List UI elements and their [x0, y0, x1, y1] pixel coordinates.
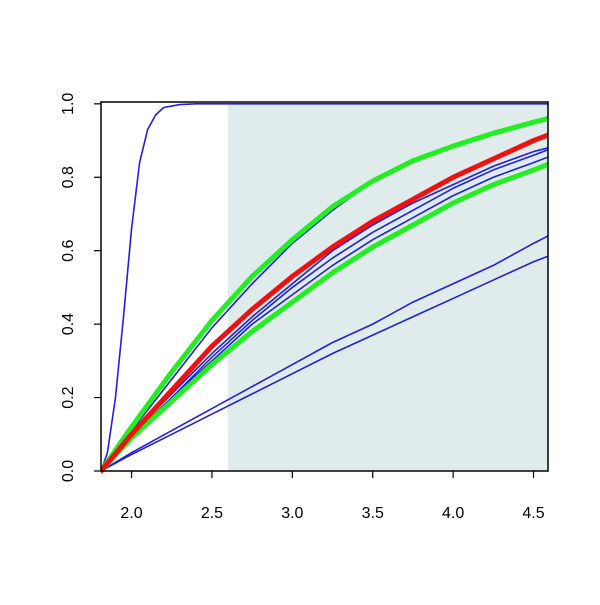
y-tick-label: 0.2 — [60, 386, 77, 408]
plot-area — [101, 103, 548, 474]
y-tick-label: 1.0 — [60, 93, 77, 115]
y-tick-label: 0.4 — [60, 313, 77, 335]
x-tick-label: 3.5 — [362, 505, 384, 522]
y-tick-label: 0.8 — [60, 166, 77, 188]
y-tick-label: 0.6 — [60, 239, 77, 261]
x-tick-label: 4.5 — [522, 505, 544, 522]
x-tick-label: 2.0 — [120, 505, 142, 522]
curve — [101, 116, 548, 474]
x-tick-label: 3.0 — [281, 505, 303, 522]
curve — [101, 132, 548, 474]
curve — [101, 103, 548, 472]
plot-frame — [100, 101, 549, 472]
curve — [101, 156, 548, 472]
curve — [101, 161, 548, 474]
y-tick-label: 0.0 — [60, 460, 77, 482]
curve — [101, 235, 548, 472]
curve — [101, 255, 548, 472]
x-tick-label: 2.5 — [201, 505, 223, 522]
x-tick-label: 4.0 — [442, 505, 464, 522]
